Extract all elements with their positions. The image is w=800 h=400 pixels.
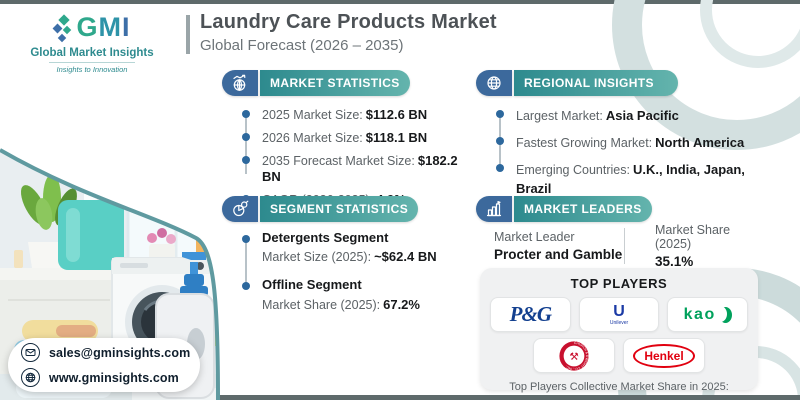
contact-website-row[interactable]: www.gminsights.com <box>21 368 200 387</box>
contact-website-text: www.gminsights.com <box>49 370 179 385</box>
bottom-border-strip <box>0 395 800 400</box>
region-item: Largest Market: Asia Pacific <box>494 107 754 126</box>
website-globe-icon <box>21 368 40 387</box>
email-icon <box>21 343 40 362</box>
brand-logo: GMI Global Market Insights Insights to I… <box>14 12 170 77</box>
top-players-row-2: CHURCH & DWIGHT CO., INC. ⚒ Henkel <box>490 338 748 373</box>
section-title: MARKET STATISTICS <box>260 70 410 96</box>
gmi-diamond-icon <box>53 14 72 46</box>
player-logo-henkel: Henkel <box>623 338 705 373</box>
logo-letter-m: M <box>98 12 122 42</box>
region-item: Fastest Growing Market: North America <box>494 134 754 153</box>
player-logo-kao: kao <box>667 297 749 332</box>
vertical-divider <box>624 228 625 264</box>
stat-item: 2025 Market Size: $112.6 BN <box>240 107 468 123</box>
top-players-row-1: P&G U Unilever kao <box>490 297 749 332</box>
stat-item: 2026 Market Size: $118.1 BN <box>240 130 468 146</box>
globe-icon <box>476 70 512 96</box>
market-leaders-content: Market Leader Procter and Gamble Market … <box>494 223 760 269</box>
regional-insights-list: Largest Market: Asia Pacific Fastest Grow… <box>494 107 754 206</box>
page-subtitle: Global Forecast (2026 – 2035) <box>200 37 404 54</box>
section-header-market-statistics: MARKET STATISTICS <box>222 70 410 96</box>
section-header-segment-statistics: SEGMENT STATISTICS <box>222 196 419 222</box>
section-header-regional-insights: REGIONAL INSIGHTS <box>476 70 678 96</box>
contact-card: sales@gminsights.com www.gminsights.com <box>8 338 200 392</box>
arm-hammer-badge-icon: CHURCH & DWIGHT CO., INC. ⚒ <box>559 340 589 371</box>
top-players-title: TOP PLAYERS <box>570 276 668 291</box>
globe-trend-icon <box>222 70 258 96</box>
market-leader-block: Market Leader Procter and Gamble <box>494 230 623 262</box>
logo-letter-i: I <box>122 12 131 42</box>
brand-tagline: Insights to Innovation <box>48 62 136 74</box>
leader-chart-icon <box>476 196 512 222</box>
brand-name: Global Market Insights <box>30 47 154 59</box>
photo-flowers <box>147 228 176 260</box>
player-logo-church-dwight: CHURCH & DWIGHT CO., INC. ⚒ <box>533 338 615 373</box>
logo-letter-g: G <box>76 12 99 42</box>
market-share-block: Market Share (2025) 35.1% <box>655 223 731 269</box>
contact-email-row[interactable]: sales@gminsights.com <box>21 343 200 362</box>
photo-curve-border <box>0 148 220 400</box>
section-title: SEGMENT STATISTICS <box>260 196 419 222</box>
section-title: MARKET LEADERS <box>514 196 652 222</box>
crescent-moon-icon <box>713 305 732 323</box>
player-logo-unilever: U Unilever <box>578 297 660 332</box>
svg-text:⚒: ⚒ <box>569 352 578 363</box>
top-players-box: TOP PLAYERS P&G U Unilever kao CHURCH & D… <box>480 268 758 400</box>
player-logo-pg: P&G <box>490 297 571 332</box>
logo-letters: GMI <box>76 12 130 42</box>
contact-email-text: sales@gminsights.com <box>49 345 191 360</box>
page-title: Laundry Care Products Market <box>200 11 497 33</box>
segment-statistics-list: Detergents Segment Market Size (2025): ~$… <box>240 230 468 325</box>
stat-item: 2035 Forecast Market Size: $182.2 BN <box>240 153 468 185</box>
segment-item: Offline Segment Market Share (2025): 67.2… <box>240 277 468 312</box>
section-title: REGIONAL INSIGHTS <box>514 70 678 96</box>
top-border-strip <box>0 0 800 4</box>
title-divider <box>186 15 190 54</box>
section-header-market-leaders: MARKET LEADERS <box>476 196 652 222</box>
pie-magnifier-icon <box>222 196 258 222</box>
region-item: Emerging Countries: U.K., India, Japan, B… <box>494 161 754 199</box>
segment-item: Detergents Segment Market Size (2025): ~$… <box>240 230 468 264</box>
